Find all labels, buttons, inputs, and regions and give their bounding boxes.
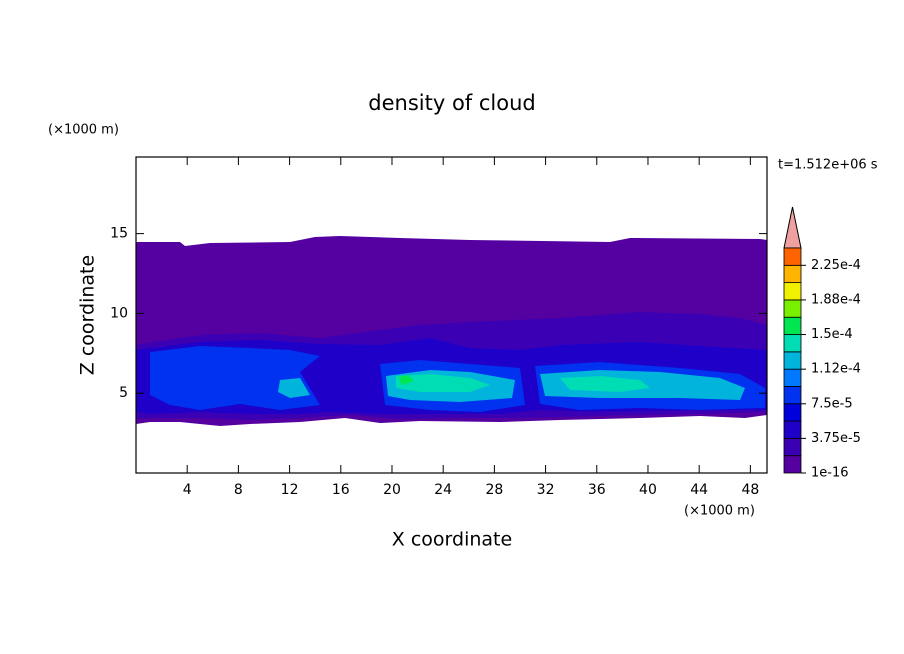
chart-title: density of cloud bbox=[368, 91, 535, 115]
contour-region bbox=[560, 376, 650, 392]
x-tick-label: 28 bbox=[485, 482, 503, 498]
x-tick-label: 8 bbox=[234, 482, 243, 498]
x-tick-label: 40 bbox=[639, 482, 657, 498]
x-tick-label: 32 bbox=[537, 482, 555, 498]
x-tick-label: 4 bbox=[183, 482, 192, 498]
colorbar-extend bbox=[783, 206, 802, 249]
x-tick-label: 24 bbox=[434, 482, 452, 498]
colorbar-label: 3.75e-5 bbox=[811, 431, 861, 446]
contour-region bbox=[278, 378, 310, 398]
colorbar-box bbox=[783, 299, 802, 318]
colorbar-box bbox=[783, 247, 802, 266]
y-tick-label: 10 bbox=[110, 305, 128, 321]
y-unit: (×1000 m) bbox=[48, 123, 119, 138]
colorbar-label: 1.88e-4 bbox=[811, 292, 861, 307]
x-tick-label: 16 bbox=[332, 482, 350, 498]
colorbar-label: 1.12e-4 bbox=[811, 362, 861, 377]
colorbar-label: 2.25e-4 bbox=[811, 258, 861, 273]
x-tick-label: 36 bbox=[588, 482, 606, 498]
y-tick-label: 5 bbox=[119, 385, 128, 401]
colorbar-label: 1.5e-4 bbox=[811, 327, 853, 342]
y-axis-label: Z coordinate bbox=[77, 255, 99, 375]
contour-region bbox=[150, 346, 320, 410]
colorbar-box bbox=[783, 437, 802, 457]
colorbar-box bbox=[783, 368, 802, 387]
colorbar-box bbox=[783, 351, 802, 370]
colorbar-box bbox=[783, 386, 802, 405]
x-unit: (×1000 m) bbox=[684, 504, 755, 519]
colorbar-box bbox=[783, 334, 802, 353]
colorbar-label: 1e-16 bbox=[811, 466, 849, 481]
colorbar-label: 7.5e-5 bbox=[811, 396, 853, 411]
time-label: t=1.512e+06 s bbox=[778, 158, 878, 173]
x-tick-label: 44 bbox=[690, 482, 708, 498]
x-axis-label: X coordinate bbox=[392, 529, 512, 551]
colorbar-box bbox=[783, 264, 802, 284]
plot-frame bbox=[135, 156, 768, 474]
x-tick-label: 12 bbox=[281, 482, 299, 498]
x-tick-label: 48 bbox=[741, 482, 759, 498]
x-tick-label: 20 bbox=[383, 482, 401, 498]
contour-field bbox=[136, 236, 767, 426]
colorbar-box bbox=[783, 403, 802, 422]
contour-region bbox=[398, 375, 414, 385]
contour-region bbox=[396, 374, 490, 392]
colorbar-box bbox=[783, 316, 802, 335]
y-tick-label: 15 bbox=[110, 226, 128, 242]
colorbar-box bbox=[783, 420, 802, 439]
colorbar-box bbox=[783, 455, 802, 474]
colorbar-box bbox=[783, 282, 802, 301]
